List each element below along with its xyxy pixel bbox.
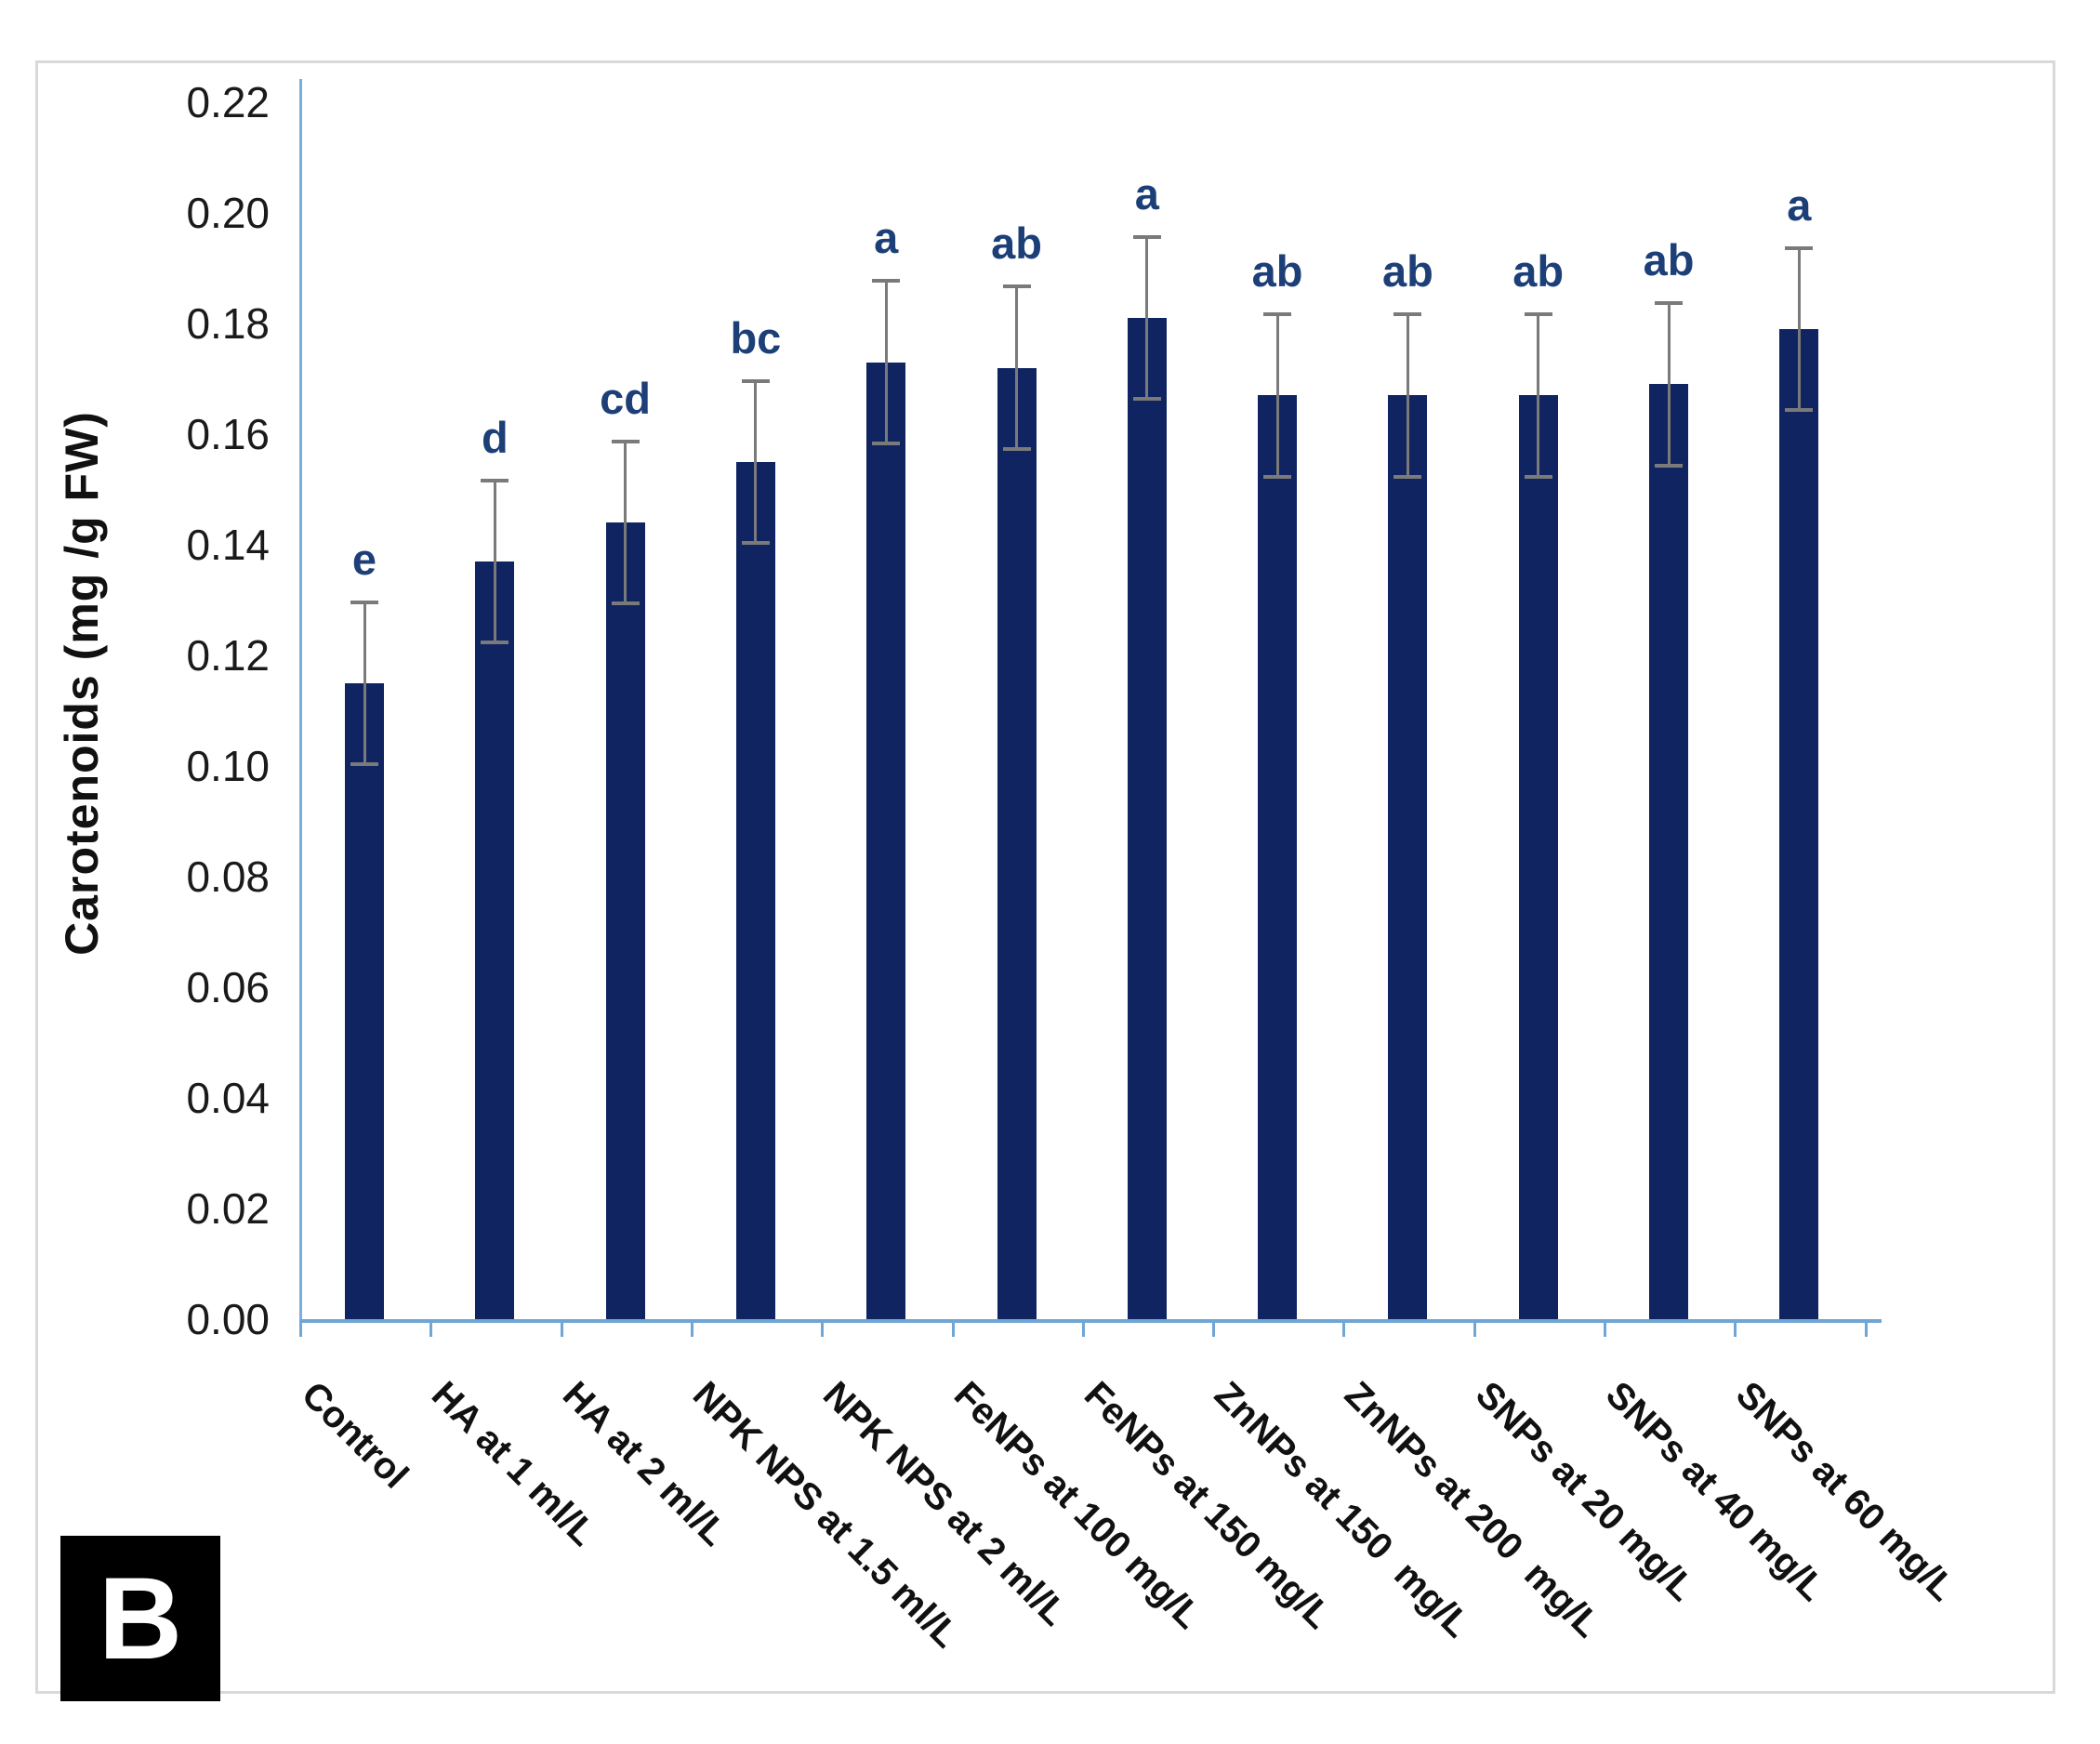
error-bar-cap-bottom bbox=[481, 641, 509, 645]
error-bar-cap-top bbox=[741, 378, 770, 383]
y-tick-label: 0.00 bbox=[186, 1295, 270, 1343]
x-axis-tick bbox=[1212, 1323, 1216, 1337]
error-bar-cap-top bbox=[1263, 312, 1292, 317]
error-bar-cap-top bbox=[1524, 312, 1552, 317]
error-bar bbox=[1537, 312, 1540, 479]
y-tick-label: 0.10 bbox=[186, 742, 270, 790]
error-bar bbox=[754, 378, 758, 545]
y-tick-label: 0.22 bbox=[186, 78, 270, 126]
error-bar-cap-bottom bbox=[350, 762, 378, 766]
x-axis-tick bbox=[821, 1323, 825, 1337]
y-tick-label: 0.14 bbox=[186, 521, 270, 569]
x-axis-tick bbox=[1864, 1323, 1868, 1337]
significance-letter: ab bbox=[1381, 246, 1433, 297]
error-bar-cap-top bbox=[481, 478, 509, 482]
significance-letter: a bbox=[1134, 168, 1159, 218]
y-tick-label: 0.16 bbox=[186, 410, 270, 458]
significance-letter: ab bbox=[1251, 246, 1303, 297]
bar bbox=[735, 461, 775, 1319]
significance-letter: d bbox=[481, 412, 508, 462]
error-bar-cap-top bbox=[350, 600, 378, 604]
y-tick-label: 0.02 bbox=[186, 1184, 270, 1233]
y-tick-label: 0.18 bbox=[186, 299, 270, 348]
error-bar-cap-top bbox=[1785, 245, 1814, 250]
x-axis-tick bbox=[299, 1323, 302, 1337]
error-bar-cap-top bbox=[1393, 312, 1422, 317]
x-axis-tick bbox=[429, 1323, 433, 1337]
y-tick-label: 0.08 bbox=[186, 852, 270, 901]
error-bar bbox=[1275, 312, 1279, 479]
error-bar-cap-top bbox=[872, 279, 901, 284]
bar bbox=[1649, 384, 1688, 1319]
y-axis-title: Carotenoids (mg /g FW) bbox=[56, 411, 108, 956]
significance-letter: a bbox=[874, 213, 899, 263]
error-bar-cap-bottom bbox=[1002, 446, 1031, 451]
significance-letter: cd bbox=[600, 373, 652, 423]
bar bbox=[866, 362, 906, 1319]
x-axis-tick bbox=[1734, 1323, 1737, 1337]
x-axis-tick bbox=[1342, 1323, 1346, 1337]
error-bar-cap-bottom bbox=[1524, 474, 1552, 479]
x-axis-tick bbox=[1604, 1323, 1606, 1337]
error-bar-cap-bottom bbox=[1393, 474, 1422, 479]
y-tick-label: 0.06 bbox=[186, 963, 270, 1011]
significance-letter: bc bbox=[730, 312, 782, 363]
error-bar bbox=[363, 600, 366, 766]
error-bar-cap-bottom bbox=[1132, 397, 1161, 402]
x-axis-tick bbox=[1473, 1323, 1476, 1337]
x-axis-tick bbox=[690, 1323, 693, 1337]
error-bar-cap-bottom bbox=[1655, 463, 1683, 468]
y-tick-label: 0.20 bbox=[186, 189, 270, 237]
error-bar-cap-top bbox=[1132, 234, 1161, 239]
bar bbox=[1518, 395, 1558, 1319]
error-bar-cap-bottom bbox=[611, 601, 640, 606]
y-tick-label: 0.04 bbox=[186, 1074, 270, 1122]
error-bar bbox=[884, 279, 888, 445]
significance-letter: ab bbox=[1512, 246, 1565, 297]
error-bar-cap-bottom bbox=[1263, 474, 1292, 479]
x-axis-tick bbox=[1081, 1323, 1085, 1337]
error-bar bbox=[1406, 312, 1409, 479]
y-tick-label: 0.12 bbox=[186, 631, 270, 680]
bar bbox=[1127, 318, 1167, 1319]
significance-letter: e bbox=[351, 534, 377, 584]
y-axis-line bbox=[299, 79, 302, 1321]
error-bar bbox=[624, 439, 627, 606]
bar bbox=[1779, 328, 1819, 1319]
bar bbox=[1388, 395, 1428, 1319]
error-bar-cap-bottom bbox=[872, 441, 901, 445]
x-axis-tick bbox=[560, 1323, 563, 1337]
bar bbox=[605, 522, 645, 1319]
error-bar-cap-bottom bbox=[741, 541, 770, 545]
error-bar bbox=[493, 478, 496, 645]
significance-letter: a bbox=[1787, 179, 1812, 230]
error-bar bbox=[1797, 245, 1801, 413]
error-bar bbox=[1015, 284, 1018, 451]
bar bbox=[345, 682, 384, 1319]
x-axis-tick bbox=[951, 1323, 955, 1337]
error-bar bbox=[1145, 234, 1149, 402]
error-bar-cap-top bbox=[1002, 284, 1031, 289]
significance-letter: ab bbox=[991, 218, 1042, 269]
error-bar-cap-bottom bbox=[1785, 408, 1814, 413]
bar bbox=[997, 367, 1037, 1319]
bar bbox=[1258, 395, 1298, 1319]
panel-label-badge: B bbox=[60, 1536, 220, 1701]
bar bbox=[475, 561, 515, 1319]
error-bar-cap-top bbox=[611, 439, 640, 443]
significance-letter: ab bbox=[1643, 235, 1695, 285]
error-bar bbox=[1667, 301, 1671, 468]
x-axis-line bbox=[299, 1319, 1882, 1323]
error-bar-cap-top bbox=[1655, 301, 1683, 306]
